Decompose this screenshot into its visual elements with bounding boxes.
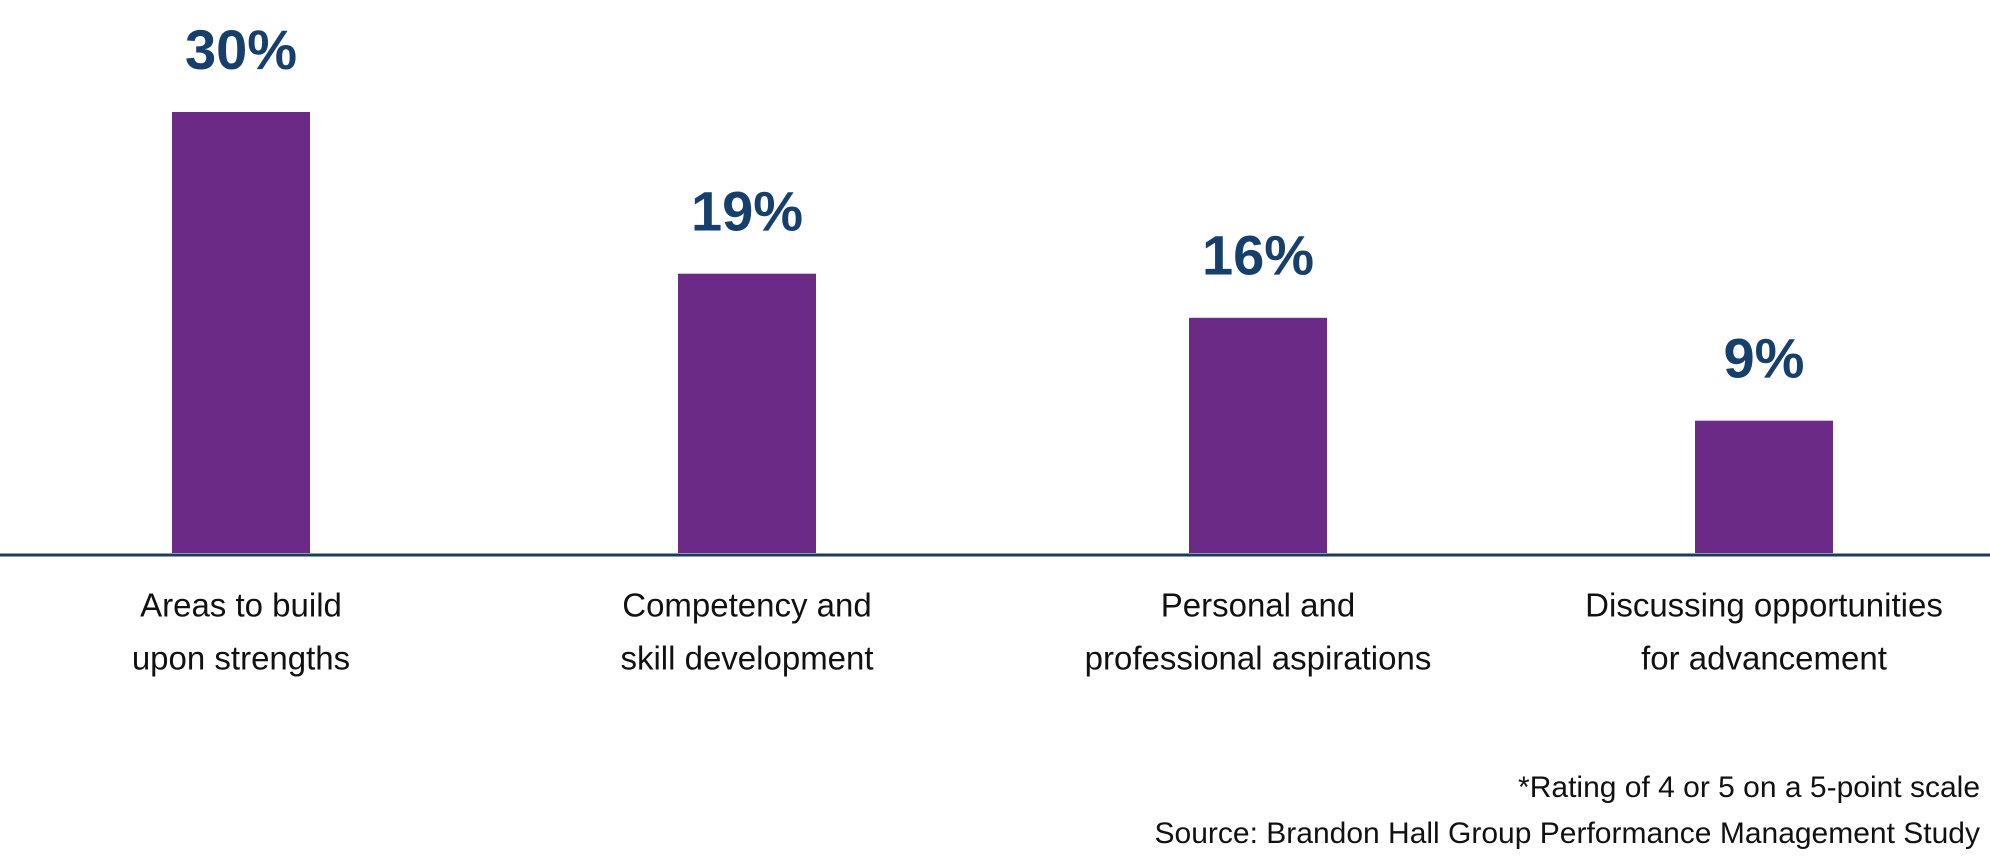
bar: [1695, 420, 1833, 553]
bar: [678, 273, 816, 553]
value-label: 9%: [1724, 326, 1805, 389]
value-label: 30%: [185, 18, 297, 81]
x-tick-label: Areas to build: [140, 587, 342, 624]
x-tick-label: upon strengths: [132, 640, 350, 677]
x-tick-label: professional aspirations: [1085, 640, 1432, 677]
x-tick-label: for advancement: [1641, 640, 1887, 677]
footnote: *Rating of 4 or 5 on a 5-point scale: [1518, 771, 1980, 804]
value-label: 19%: [691, 179, 803, 242]
x-tick-label: skill development: [620, 640, 873, 677]
x-tick-label: Competency and: [622, 587, 871, 624]
value-label: 16%: [1202, 224, 1314, 287]
x-tick-label: Personal and: [1161, 587, 1355, 624]
footnote: Source: Brandon Hall Group Performance M…: [1155, 817, 1980, 850]
x-tick-label: Discussing opportunities: [1585, 587, 1943, 624]
bar: [1189, 317, 1327, 553]
bar: [172, 112, 310, 553]
